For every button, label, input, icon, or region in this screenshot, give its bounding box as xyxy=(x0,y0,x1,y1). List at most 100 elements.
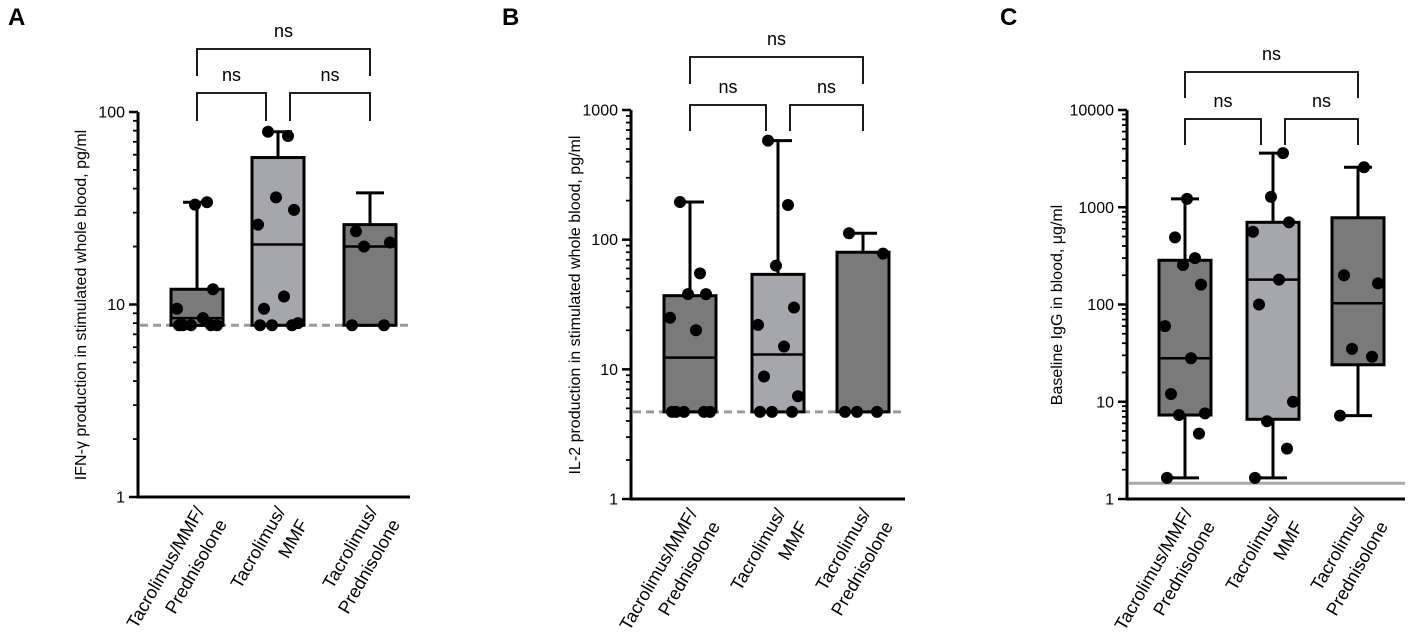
data-point xyxy=(1165,388,1177,401)
data-point xyxy=(1247,225,1259,238)
data-point xyxy=(1283,216,1295,229)
significance-bracket xyxy=(289,92,371,121)
data-point xyxy=(378,319,390,332)
data-point xyxy=(211,319,223,332)
category-label: Tacrolimus/Prednisolone xyxy=(312,503,404,617)
data-point xyxy=(201,196,213,209)
data-point xyxy=(766,405,778,418)
data-point xyxy=(792,390,804,403)
significance-bracket xyxy=(196,48,371,76)
y-tick-label: 1000 xyxy=(1078,200,1114,217)
significance-bracket xyxy=(1284,118,1359,145)
box xyxy=(1330,216,1386,367)
box xyxy=(1245,220,1301,421)
data-point xyxy=(788,301,800,314)
data-point xyxy=(384,236,396,249)
significance-bracket xyxy=(1184,71,1359,98)
data-point xyxy=(171,302,183,315)
y-tick-label: 1000 xyxy=(582,103,618,120)
data-point xyxy=(1281,442,1293,455)
significance-bracket xyxy=(1184,118,1262,145)
data-point xyxy=(350,225,362,238)
y-tick-label: 10 xyxy=(1096,394,1114,411)
significance-label: ns xyxy=(1213,91,1232,111)
panel-A: A 1 10 100 IFN-γ production in stimulated wh… xyxy=(8,4,410,632)
data-point xyxy=(1193,427,1205,440)
box-group xyxy=(662,196,718,418)
data-point xyxy=(266,319,278,332)
data-point xyxy=(1358,161,1370,174)
significance-label: ns xyxy=(767,29,786,49)
box-group xyxy=(1157,192,1213,484)
data-point xyxy=(1249,471,1261,484)
data-point xyxy=(1159,320,1171,333)
data-point xyxy=(786,405,798,418)
y-tick-label: 10 xyxy=(600,362,618,379)
data-point xyxy=(1253,298,1265,311)
data-point xyxy=(177,319,189,332)
data-point xyxy=(1338,269,1350,282)
panel-C: C 1 10 100 1000 10000 Baseline IgG in blood, μ… xyxy=(1000,4,1405,634)
data-point xyxy=(754,405,766,418)
significance-label: ns xyxy=(274,21,293,41)
data-point xyxy=(1181,192,1193,205)
data-point xyxy=(1273,273,1285,286)
data-point xyxy=(843,227,855,240)
category-label: Tacrolimus/MMF xyxy=(727,505,812,607)
data-point xyxy=(1195,278,1207,291)
y-tick-label: 1 xyxy=(1105,492,1114,509)
significance-label: ns xyxy=(718,77,737,97)
data-point xyxy=(664,311,676,324)
box-group xyxy=(1330,161,1386,422)
significance-label: ns xyxy=(817,77,836,97)
data-point xyxy=(1173,409,1185,422)
data-point xyxy=(1161,471,1173,484)
significance-bracket xyxy=(689,104,767,131)
data-point xyxy=(690,324,702,337)
data-point xyxy=(682,288,694,301)
data-point xyxy=(1372,277,1384,290)
data-point xyxy=(252,218,264,231)
box-group xyxy=(250,125,306,332)
data-point xyxy=(1277,147,1289,160)
data-point xyxy=(1261,415,1273,428)
data-point xyxy=(670,405,682,418)
box-group xyxy=(1245,147,1301,484)
y-tick-label: 1 xyxy=(116,490,125,507)
data-point xyxy=(1366,350,1378,363)
y-axis-label: IFN-γ production in stimulated whole blo… xyxy=(73,130,90,480)
panel-label: A xyxy=(8,4,25,31)
box-group xyxy=(169,196,225,332)
data-point xyxy=(851,405,863,418)
data-point xyxy=(1334,409,1346,422)
data-point xyxy=(1287,395,1299,408)
data-point xyxy=(770,259,782,272)
significance-bracket xyxy=(789,104,864,131)
data-point xyxy=(262,125,274,138)
data-point xyxy=(1189,252,1201,265)
data-point xyxy=(758,370,770,383)
data-point xyxy=(762,134,774,147)
data-point xyxy=(288,203,300,216)
significance-bracket xyxy=(196,92,267,121)
data-point xyxy=(258,302,270,315)
box xyxy=(835,250,891,414)
y-axis-label: IL-2 production in stimulated whole bloo… xyxy=(567,136,584,475)
data-point xyxy=(292,317,304,330)
significance-label: ns xyxy=(222,65,241,85)
data-point xyxy=(871,405,883,418)
data-point xyxy=(1346,342,1358,355)
y-tick-label: 1 xyxy=(609,492,618,509)
y-tick-label: 100 xyxy=(1087,297,1114,314)
data-point xyxy=(1169,231,1181,244)
data-point xyxy=(278,290,290,303)
data-point xyxy=(1265,190,1277,203)
category-label: Tacrolimus/MMF xyxy=(1222,505,1307,607)
data-point xyxy=(189,198,201,211)
box xyxy=(250,156,306,327)
data-point xyxy=(207,283,219,296)
data-point xyxy=(1177,258,1189,271)
data-point xyxy=(1185,352,1197,365)
data-point xyxy=(1199,407,1211,420)
